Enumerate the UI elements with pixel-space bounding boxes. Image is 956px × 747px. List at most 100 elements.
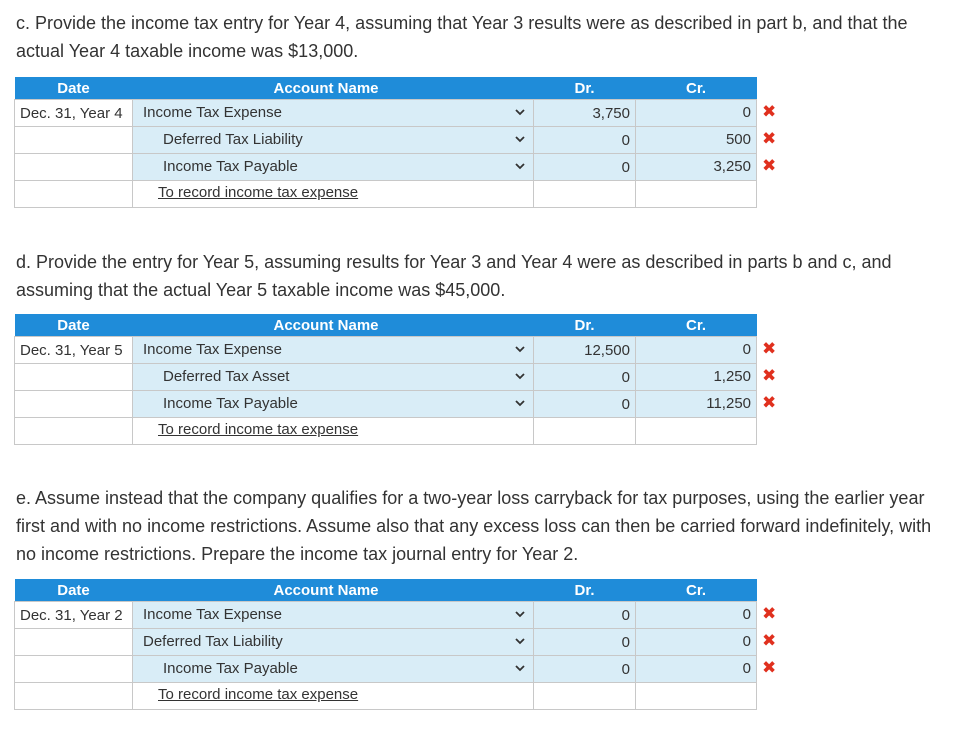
header-date: Date: [14, 77, 133, 100]
credit-input[interactable]: 1,250: [713, 368, 751, 385]
credit-input[interactable]: 0: [742, 341, 751, 358]
incorrect-x-icon: ✖: [762, 102, 777, 121]
question-d: d. Provide the entry for Year 5, assumin…: [16, 252, 892, 300]
date-cell[interactable]: [14, 126, 133, 154]
credit-cell: 0 ✖: [635, 601, 776, 629]
incorrect-x-icon: ✖: [762, 604, 777, 623]
credit-cell: 500 ✖: [635, 126, 776, 154]
credit-cell: 1,250 ✖: [635, 363, 776, 391]
credit-input[interactable]: 0: [742, 606, 751, 623]
debit-input[interactable]: 0: [533, 363, 636, 391]
debit-input[interactable]: 0: [533, 655, 636, 683]
account-name: Income Tax Payable: [163, 395, 298, 412]
memo-row: To record income tax expense: [14, 682, 757, 710]
debit-input[interactable]: 0: [533, 628, 636, 656]
table-row: Deferred Tax Liability 0 500 ✖: [14, 126, 776, 154]
account-name: Deferred Tax Asset: [163, 368, 290, 385]
chevron-down-icon[interactable]: [513, 605, 527, 623]
credit-cell: 0 ✖: [635, 655, 776, 683]
chevron-down-icon[interactable]: [513, 632, 527, 650]
memo-row: To record income tax expense: [14, 417, 757, 445]
account-select[interactable]: Income Tax Expense: [132, 99, 534, 127]
journal-table-e: Date Account Name Dr. Cr. Dec. 31, Year …: [14, 579, 776, 710]
date-cell[interactable]: [14, 153, 133, 181]
credit-cell: 3,250 ✖: [635, 153, 776, 181]
account-select[interactable]: Income Tax Payable: [132, 153, 534, 181]
header-credit: Cr.: [635, 77, 757, 100]
debit-input[interactable]: 0: [533, 390, 636, 418]
credit-input[interactable]: 3,250: [713, 158, 751, 175]
date-cell[interactable]: [14, 363, 133, 391]
debit-input[interactable]: 0: [533, 601, 636, 629]
credit-input[interactable]: 0: [742, 660, 751, 677]
account-select[interactable]: Income Tax Expense: [132, 336, 534, 364]
credit-input[interactable]: 11,250: [706, 395, 751, 412]
memo-row: To record income tax expense: [14, 180, 757, 208]
chevron-down-icon[interactable]: [513, 130, 527, 148]
debit-input[interactable]: 0: [533, 126, 636, 154]
incorrect-x-icon: ✖: [762, 631, 777, 650]
date-cell[interactable]: [14, 628, 133, 656]
header-account-name: Account Name: [132, 579, 534, 602]
table-row: Dec. 31, Year 5 Income Tax Expense 12,50…: [14, 336, 776, 364]
table-row: Deferred Tax Asset 0 1,250 ✖: [14, 363, 776, 391]
table-row: Income Tax Payable 0 11,250 ✖: [14, 390, 776, 418]
account-select[interactable]: Deferred Tax Asset: [132, 363, 534, 391]
date-cell: [14, 417, 133, 445]
incorrect-x-icon: ✖: [762, 339, 777, 358]
credit-cell: 11,250 ✖: [635, 390, 776, 418]
table-row: Dec. 31, Year 4 Income Tax Expense 3,750…: [14, 99, 776, 127]
date-cell[interactable]: Dec. 31, Year 5: [14, 336, 133, 364]
chevron-down-icon[interactable]: [513, 659, 527, 677]
account-name: Deferred Tax Liability: [163, 131, 303, 148]
date-cell[interactable]: Dec. 31, Year 4: [14, 99, 133, 127]
table-header: Date Account Name Dr. Cr.: [14, 77, 757, 100]
account-select[interactable]: Deferred Tax Liability: [132, 126, 534, 154]
header-credit: Cr.: [635, 579, 757, 602]
memo-debit-cell: [533, 180, 636, 208]
debit-input[interactable]: 0: [533, 153, 636, 181]
incorrect-x-icon: ✖: [762, 129, 777, 148]
chevron-down-icon[interactable]: [513, 340, 527, 358]
credit-input[interactable]: 0: [742, 104, 751, 121]
account-name: Income Tax Payable: [163, 660, 298, 677]
account-name: Income Tax Payable: [163, 158, 298, 175]
question-e: e. Assume instead that the company quali…: [16, 488, 932, 564]
header-date: Date: [14, 579, 133, 602]
chevron-down-icon[interactable]: [513, 394, 527, 412]
memo-debit-cell: [533, 682, 636, 710]
chevron-down-icon[interactable]: [513, 367, 527, 385]
date-cell[interactable]: Dec. 31, Year 2: [14, 601, 133, 629]
credit-cell: 0 ✖: [635, 336, 776, 364]
chevron-down-icon[interactable]: [513, 157, 527, 175]
credit-input[interactable]: 0: [742, 633, 751, 650]
table-row: Deferred Tax Liability 0 0 ✖: [14, 628, 776, 656]
journal-table-c: Date Account Name Dr. Cr. Dec. 31, Year …: [14, 77, 776, 208]
table-header: Date Account Name Dr. Cr.: [14, 314, 757, 337]
incorrect-x-icon: ✖: [762, 366, 777, 385]
table-header: Date Account Name Dr. Cr.: [14, 579, 757, 602]
header-account-name: Account Name: [132, 314, 534, 337]
memo-cell: To record income tax expense: [132, 417, 534, 445]
credit-input[interactable]: 500: [725, 131, 751, 148]
header-debit: Dr.: [533, 579, 636, 602]
journal-table-d: Date Account Name Dr. Cr. Dec. 31, Year …: [14, 314, 776, 445]
date-cell[interactable]: [14, 390, 133, 418]
chevron-down-icon[interactable]: [513, 103, 527, 121]
account-select[interactable]: Income Tax Payable: [132, 390, 534, 418]
account-select[interactable]: Income Tax Expense: [132, 601, 534, 629]
debit-input[interactable]: 12,500: [533, 336, 636, 364]
table-row: Income Tax Payable 0 0 ✖: [14, 655, 776, 683]
account-select[interactable]: Deferred Tax Liability: [132, 628, 534, 656]
credit-cell: 0 ✖: [635, 628, 776, 656]
date-cell[interactable]: [14, 655, 133, 683]
memo-credit-cell: [635, 682, 757, 710]
account-select[interactable]: Income Tax Payable: [132, 655, 534, 683]
memo-debit-cell: [533, 417, 636, 445]
account-name: Deferred Tax Liability: [143, 633, 283, 650]
memo-cell: To record income tax expense: [132, 180, 534, 208]
credit-cell: 0 ✖: [635, 99, 776, 127]
debit-input[interactable]: 3,750: [533, 99, 636, 127]
memo-credit-cell: [635, 180, 757, 208]
